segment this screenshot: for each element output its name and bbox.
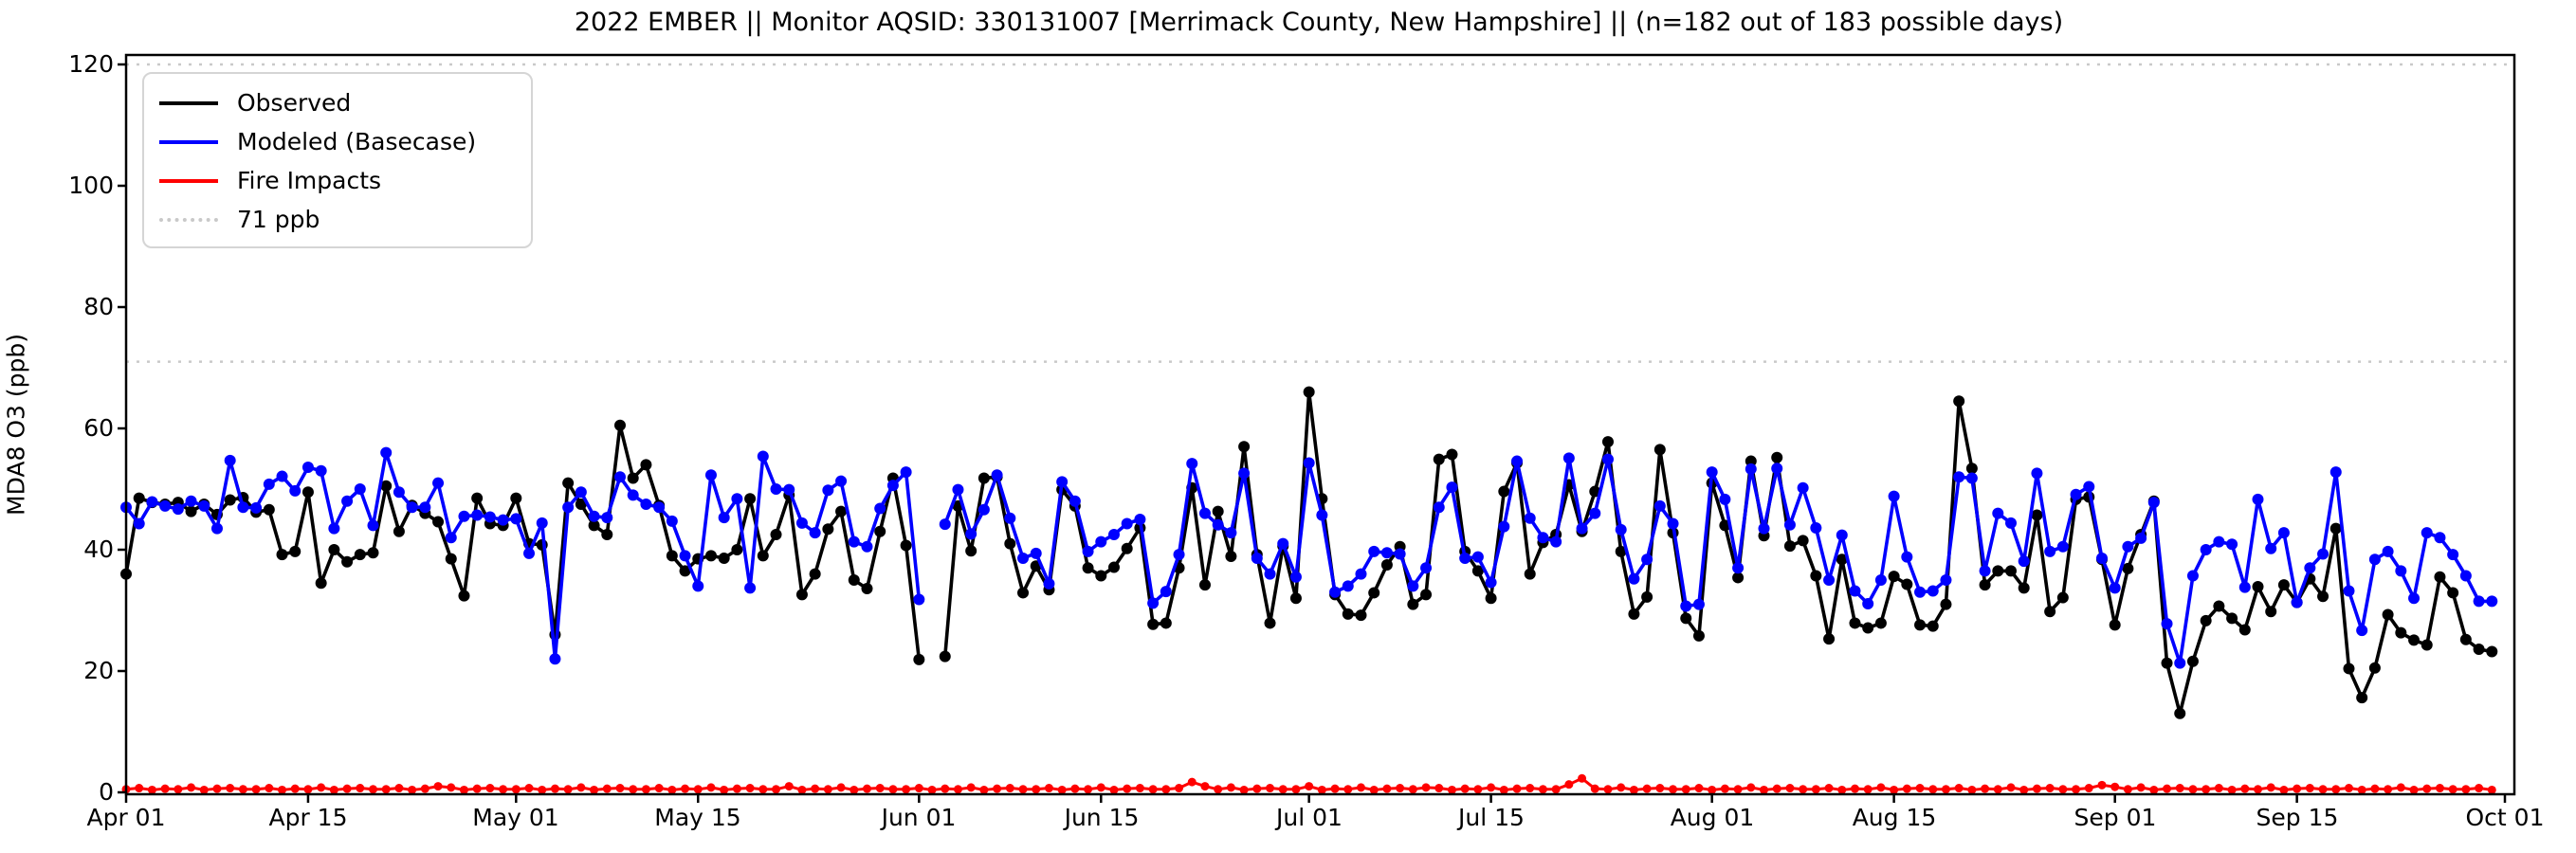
modeled-line-sample [159, 139, 218, 144]
y-tick-label: 20 [83, 657, 114, 684]
y-tick-label: 120 [68, 50, 114, 78]
legend-label: Observed [237, 89, 352, 117]
legend-item-threshold: 71 ppb [144, 200, 531, 239]
chart-title: 2022 EMBER || Monitor AQSID: 330131007 [… [574, 8, 2064, 37]
observed-line-sample [159, 100, 218, 105]
x-tick-label: Oct 01 [2465, 804, 2545, 831]
x-tick-label: Sep 15 [2256, 804, 2339, 831]
y-tick-label: 60 [83, 414, 114, 442]
y-tick-label: 80 [83, 293, 114, 320]
y-axis-label: MDA8 O3 (ppb) [2, 334, 30, 516]
legend-item-observed: Observed [144, 83, 531, 122]
legend-label: Modeled (Basecase) [237, 128, 477, 155]
legend-item-fire: Fire Impacts [144, 161, 531, 200]
fire-line-sample [159, 178, 218, 183]
y-tick-label: 40 [83, 535, 114, 563]
y-tick-label: 0 [99, 778, 114, 806]
x-tick-label: Jun 15 [1064, 804, 1140, 831]
legend-label: Fire Impacts [237, 167, 382, 194]
legend: Observed Modeled (Basecase) Fire Impacts… [142, 72, 533, 248]
x-tick-label: May 01 [472, 804, 559, 831]
x-tick-label: Apr 15 [268, 804, 348, 831]
x-tick-label: Aug 01 [1670, 804, 1755, 831]
threshold-line-sample [159, 217, 218, 222]
x-tick-label: Jun 01 [881, 804, 957, 831]
x-tick-label: Sep 01 [2074, 804, 2157, 831]
x-tick-label: Aug 15 [1852, 804, 1937, 831]
x-tick-label: May 15 [654, 804, 741, 831]
x-tick-label: Jul 15 [1458, 804, 1525, 831]
legend-label: 71 ppb [237, 206, 320, 233]
legend-item-modeled: Modeled (Basecase) [144, 122, 531, 161]
y-tick-label: 100 [68, 172, 114, 199]
x-tick-label: Apr 01 [86, 804, 166, 831]
x-tick-label: Jul 01 [1276, 804, 1343, 831]
